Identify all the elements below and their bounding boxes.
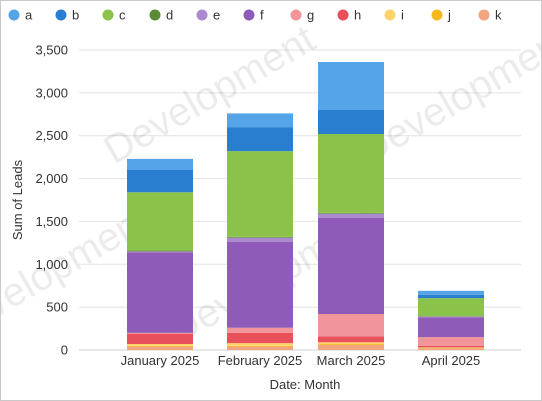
bars	[127, 62, 484, 350]
bar-segment-i[interactable]	[227, 343, 293, 346]
legend-swatch	[478, 9, 490, 21]
bar-segment-d[interactable]	[127, 250, 193, 252]
bar-segment-h[interactable]	[318, 336, 384, 343]
bar-segment-g[interactable]	[127, 332, 193, 334]
bar-stack	[418, 290, 484, 350]
bar-stack	[127, 158, 193, 350]
bar-segment-h[interactable]	[227, 332, 293, 344]
y-axis-title: Sum of Leads	[10, 159, 25, 240]
bar-segment-j[interactable]	[318, 344, 384, 345]
bar-segment-c[interactable]	[127, 192, 193, 251]
bar-segment-a[interactable]	[127, 158, 193, 170]
bar-stack	[227, 113, 293, 350]
bar-segment-k[interactable]	[318, 344, 384, 350]
bar-stack	[318, 62, 384, 350]
bar-segment-a[interactable]	[227, 113, 293, 128]
x-axis-ticks: January 2025 February 2025 March 2025 April…	[121, 353, 481, 368]
legend-label: g	[307, 8, 314, 23]
legend-item-i[interactable]: i	[384, 8, 405, 23]
legend-label: c	[119, 8, 126, 23]
legend-item-d[interactable]: d	[149, 8, 174, 23]
bar-segment-i[interactable]	[318, 342, 384, 344]
legend-swatch	[337, 9, 349, 21]
bar-segment-e[interactable]	[318, 213, 384, 218]
x-tick-label: April 2025	[422, 353, 481, 368]
bar-segment-k[interactable]	[127, 346, 193, 350]
bar-segment-b[interactable]	[318, 110, 384, 134]
y-tick-label: 0	[61, 343, 68, 358]
y-tick-label: 1,500	[35, 214, 68, 229]
bar-segment-i[interactable]	[127, 344, 193, 346]
legend-label: j	[447, 8, 451, 23]
bar-segment-g[interactable]	[227, 327, 293, 333]
bar-segment-b[interactable]	[127, 170, 193, 193]
y-axis-ticks: 0 500 1,000 1,500 2,000 2,500 3,000 3,500	[35, 43, 68, 358]
bar-segment-c[interactable]	[227, 151, 293, 237]
legend-label: d	[166, 8, 173, 23]
bar-segment-f[interactable]	[127, 252, 193, 333]
bar-segment-f[interactable]	[418, 317, 484, 338]
legend-label: a	[25, 8, 33, 23]
bar-segment-g[interactable]	[418, 337, 484, 346]
bar-segment-c[interactable]	[318, 134, 384, 213]
legend-swatch	[290, 9, 302, 21]
legend-item-f[interactable]: f	[243, 8, 265, 23]
legend-label: b	[72, 8, 79, 23]
x-tick-label: February 2025	[218, 353, 303, 368]
bar-segment-d[interactable]	[227, 236, 293, 238]
bar-segment-a[interactable]	[418, 290, 484, 295]
x-axis-title: Date: Month	[270, 377, 341, 392]
y-tick-label: 500	[46, 300, 68, 315]
y-tick-label: 1,000	[35, 257, 68, 272]
legend-label: i	[401, 8, 404, 23]
bar-segment-a[interactable]	[318, 62, 384, 110]
legend-swatch	[196, 9, 208, 21]
bar-segment-k[interactable]	[418, 348, 484, 350]
legend-item-e[interactable]: e	[196, 8, 221, 23]
x-tick-label: January 2025	[121, 353, 200, 368]
bar-segment-g[interactable]	[318, 314, 384, 337]
legend-item-h[interactable]: h	[337, 8, 362, 23]
legend-swatch	[102, 9, 114, 21]
legend-swatch	[149, 9, 161, 21]
legend-label: f	[260, 8, 264, 23]
bar-segment-b[interactable]	[418, 294, 484, 299]
bar-segment-f[interactable]	[318, 218, 384, 314]
bar-segment-j[interactable]	[127, 345, 193, 347]
legend-item-j[interactable]: j	[431, 8, 452, 23]
bar-segment-j[interactable]	[227, 345, 293, 347]
bar-segment-d[interactable]	[318, 212, 384, 214]
bar-segment-k[interactable]	[227, 346, 293, 350]
legend-swatch	[384, 9, 396, 21]
y-tick-label: 2,500	[35, 128, 68, 143]
bar-segment-c[interactable]	[418, 298, 484, 317]
y-tick-label: 3,000	[35, 85, 68, 100]
legend-label: k	[495, 8, 502, 23]
legend-swatch	[55, 9, 67, 21]
legend-label: e	[213, 8, 220, 23]
legend-item-c[interactable]: c	[102, 8, 127, 23]
legend-swatch	[243, 9, 255, 21]
legend-label: h	[354, 8, 361, 23]
y-tick-label: 3,500	[35, 43, 68, 58]
legend-item-g[interactable]: g	[290, 8, 315, 23]
legend-item-k[interactable]: k	[478, 8, 503, 23]
bar-segment-b[interactable]	[227, 127, 293, 152]
bar-segment-h[interactable]	[127, 333, 193, 344]
bar-segment-h[interactable]	[418, 345, 484, 348]
legend-swatch	[8, 9, 20, 21]
bar-segment-e[interactable]	[127, 251, 193, 253]
bar-segment-e[interactable]	[418, 316, 484, 318]
legend: a b c d e f g h i j k	[8, 8, 503, 23]
bar-segment-e[interactable]	[227, 237, 293, 242]
legend-item-a[interactable]: a	[8, 8, 34, 23]
y-tick-label: 2,000	[35, 171, 68, 186]
bar-segment-f[interactable]	[227, 242, 293, 328]
x-tick-label: March 2025	[317, 353, 386, 368]
legend-swatch	[431, 9, 443, 21]
legend-item-b[interactable]: b	[55, 8, 80, 23]
